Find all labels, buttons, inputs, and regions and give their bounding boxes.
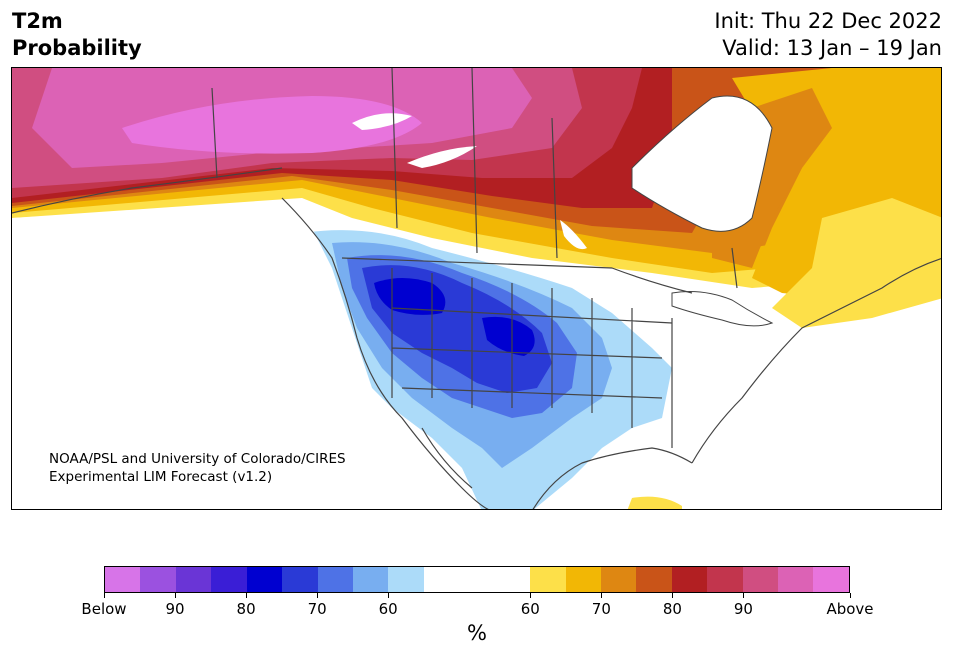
variable-name: T2m (12, 9, 63, 33)
colorbar-tick-label: 90 (165, 600, 185, 618)
us-state-borders (391, 268, 673, 448)
product-name: Probability (12, 36, 142, 60)
colorbar-tick (174, 593, 176, 598)
colorbar-segment (388, 567, 424, 592)
baja-coastline (421, 427, 473, 489)
colorbar-tick (671, 593, 673, 598)
colorbar-segment (742, 567, 779, 592)
colorbar-segment (211, 567, 247, 592)
colorbar-segment (317, 567, 353, 592)
colorbar-segment (175, 567, 212, 592)
valid-dates: Valid: 13 Jan – 19 Jan (722, 36, 942, 60)
colorbar-segment (813, 567, 849, 592)
gulf-yellow (627, 496, 682, 509)
colorbar-segment (282, 567, 318, 592)
colorbar-tick-label: 60 (520, 600, 540, 618)
colorbar-tick (600, 593, 602, 598)
colorbar-tick-label: Above (826, 600, 874, 618)
colorbar-tick-label: 70 (307, 600, 327, 618)
colorbar-tick (529, 593, 531, 598)
map-credit: NOAA/PSL and University of Colorado/CIRE… (49, 450, 346, 486)
colorbar-tick-label: 80 (662, 600, 682, 618)
alaska-coastline (12, 167, 283, 214)
colorbar-segment (140, 567, 176, 592)
colorbar-segment (246, 567, 283, 592)
gulf-coastline (532, 447, 693, 509)
great-lakes (671, 291, 774, 327)
colorbar-tick-label: 70 (591, 600, 611, 618)
west-coastline (281, 197, 489, 509)
colorbar-tick (103, 593, 105, 598)
lake-winnipeg (560, 220, 587, 250)
colorbar-segment (565, 567, 601, 592)
colorbar-segment (352, 567, 389, 592)
forecast-map (11, 67, 942, 510)
colorbar-tick (316, 593, 318, 598)
hudson-bay (631, 95, 773, 232)
colorbar-tick-label: Below (81, 600, 127, 618)
colorbar (104, 566, 850, 593)
canada-province-borders (211, 68, 738, 289)
colorbar-segment (105, 567, 141, 592)
credit-line-1: NOAA/PSL and University of Colorado/CIRE… (49, 451, 346, 467)
colorbar-tick-label: 80 (236, 600, 256, 618)
colorbar-segment (671, 567, 708, 592)
colorbar-tick (742, 593, 744, 598)
credit-line-2: Experimental LIM Forecast (v1.2) (49, 469, 273, 485)
colorbar-segment (600, 567, 637, 592)
us-canada-border (341, 257, 693, 294)
above-band-above (122, 96, 422, 154)
great-slave-lake (407, 146, 477, 168)
pacific-ocean (12, 203, 480, 509)
colorbar-tick-label: 90 (733, 600, 753, 618)
colorbar-tick (387, 593, 389, 598)
colorbar-tick (849, 593, 851, 598)
colorbar-ticks (103, 593, 851, 601)
init-date: Init: Thu 22 Dec 2022 (714, 9, 942, 33)
maritimes-yellow (772, 198, 941, 328)
colorbar-segment (707, 567, 743, 592)
great-bear-lake (352, 113, 412, 130)
date-info: Init: Thu 22 Dec 2022 Valid: 13 Jan – 19… (714, 8, 942, 62)
colorbar-tick (245, 593, 247, 598)
colorbar-tick-label: 60 (378, 600, 398, 618)
colorbar-unit: % (467, 621, 487, 645)
colorbar-segment (778, 567, 814, 592)
below-band-80-central (482, 316, 535, 356)
colorbar-segment (530, 567, 566, 592)
east-coastline (691, 258, 941, 464)
colorbar-segment (636, 567, 672, 592)
chart-title: T2m Probability (12, 8, 142, 62)
colorbar-segment-neutral (423, 567, 531, 592)
